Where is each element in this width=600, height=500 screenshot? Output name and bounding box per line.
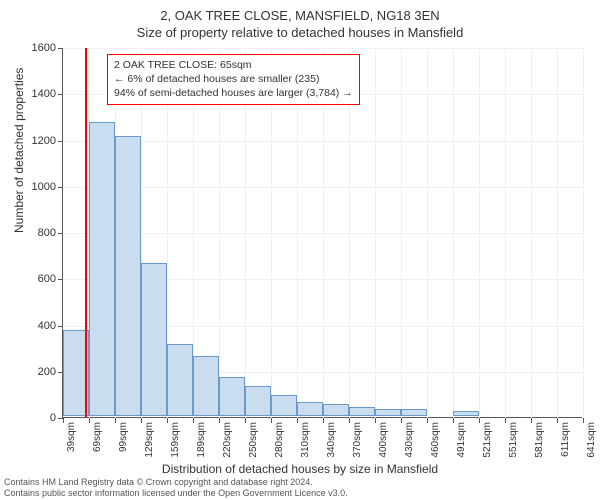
x-tick-mark: [323, 418, 324, 423]
info-box-line: 2 OAK TREE CLOSE: 65sqm: [114, 58, 353, 72]
histogram-bar: [219, 377, 245, 416]
x-tick-label: 189sqm: [196, 422, 207, 458]
y-tick-mark: [58, 141, 63, 142]
x-tick-mark: [453, 418, 454, 423]
gridline-v: [375, 48, 376, 418]
histogram-bar: [297, 402, 323, 416]
x-tick-label: 340sqm: [326, 422, 337, 458]
x-tick-label: 370sqm: [352, 422, 363, 458]
x-tick-mark: [479, 418, 480, 423]
histogram-bar: [375, 409, 401, 416]
x-tick-mark: [271, 418, 272, 423]
gridline-v: [427, 48, 428, 418]
y-tick-label: 1600: [16, 42, 56, 54]
x-tick-label: 69sqm: [92, 422, 103, 452]
info-box: 2 OAK TREE CLOSE: 65sqm← 6% of detached …: [107, 54, 360, 105]
y-tick-label: 400: [16, 320, 56, 332]
x-tick-label: 400sqm: [378, 422, 389, 458]
histogram-bar: [271, 395, 297, 416]
plot-region: 0200400600800100012001400160039sqm69sqm9…: [62, 48, 582, 418]
y-tick-label: 1000: [16, 181, 56, 193]
y-tick-label: 1400: [16, 88, 56, 100]
histogram-bar: [401, 409, 427, 416]
x-tick-mark: [219, 418, 220, 423]
y-tick-label: 200: [16, 366, 56, 378]
x-axis-label: Distribution of detached houses by size …: [0, 462, 600, 476]
x-tick-label: 250sqm: [248, 422, 259, 458]
y-tick-mark: [58, 233, 63, 234]
x-tick-label: 581sqm: [534, 422, 545, 458]
info-box-line: ← 6% of detached houses are smaller (235…: [114, 72, 353, 86]
x-tick-label: 310sqm: [300, 422, 311, 458]
y-tick-label: 600: [16, 273, 56, 285]
x-tick-mark: [193, 418, 194, 423]
footer-line1: Contains HM Land Registry data © Crown c…: [4, 477, 348, 487]
x-tick-mark: [427, 418, 428, 423]
gridline-v: [401, 48, 402, 418]
x-tick-mark: [349, 418, 350, 423]
histogram-bar: [115, 136, 141, 416]
x-tick-mark: [531, 418, 532, 423]
x-tick-label: 521sqm: [482, 422, 493, 458]
x-tick-label: 99sqm: [118, 422, 129, 452]
x-tick-label: 280sqm: [274, 422, 285, 458]
x-tick-label: 460sqm: [430, 422, 441, 458]
x-tick-mark: [401, 418, 402, 423]
gridline-v: [479, 48, 480, 418]
property-marker-line: [85, 48, 87, 417]
y-tick-label: 1200: [16, 135, 56, 147]
x-tick-label: 491sqm: [456, 422, 467, 458]
y-tick-mark: [58, 94, 63, 95]
x-tick-mark: [557, 418, 558, 423]
y-tick-mark: [58, 48, 63, 49]
histogram-bar: [89, 122, 115, 416]
y-tick-mark: [58, 187, 63, 188]
x-tick-label: 641sqm: [586, 422, 597, 458]
gridline-v: [557, 48, 558, 418]
histogram-bar: [141, 263, 167, 416]
x-tick-mark: [375, 418, 376, 423]
y-tick-label: 800: [16, 227, 56, 239]
histogram-bar: [349, 407, 375, 416]
x-tick-mark: [297, 418, 298, 423]
x-tick-mark: [167, 418, 168, 423]
x-tick-mark: [141, 418, 142, 423]
x-tick-mark: [245, 418, 246, 423]
gridline-v: [453, 48, 454, 418]
y-tick-mark: [58, 326, 63, 327]
x-tick-label: 129sqm: [144, 422, 155, 458]
chart-area: 0200400600800100012001400160039sqm69sqm9…: [62, 48, 582, 418]
x-tick-label: 159sqm: [170, 422, 181, 458]
y-tick-mark: [58, 279, 63, 280]
gridline-v: [583, 48, 584, 418]
chart-header: 2, OAK TREE CLOSE, MANSFIELD, NG18 3EN S…: [0, 0, 600, 40]
x-tick-label: 611sqm: [560, 422, 571, 457]
info-box-line: 94% of semi-detached houses are larger (…: [114, 86, 353, 100]
histogram-bar: [323, 404, 349, 416]
footer-attribution: Contains HM Land Registry data © Crown c…: [4, 477, 348, 498]
x-tick-label: 551sqm: [508, 422, 519, 458]
x-tick-label: 430sqm: [404, 422, 415, 458]
x-tick-mark: [583, 418, 584, 423]
histogram-bar: [167, 344, 193, 416]
footer-line2: Contains public sector information licen…: [4, 488, 348, 498]
x-tick-label: 220sqm: [222, 422, 233, 458]
x-tick-mark: [505, 418, 506, 423]
gridline-v: [531, 48, 532, 418]
x-tick-mark: [115, 418, 116, 423]
x-tick-mark: [63, 418, 64, 423]
title-address: 2, OAK TREE CLOSE, MANSFIELD, NG18 3EN: [0, 8, 600, 23]
histogram-bar: [193, 356, 219, 416]
histogram-bar: [245, 386, 271, 416]
x-tick-mark: [89, 418, 90, 423]
y-tick-label: 0: [16, 412, 56, 424]
x-tick-label: 39sqm: [66, 422, 77, 452]
title-subtitle: Size of property relative to detached ho…: [0, 25, 600, 40]
gridline-v: [505, 48, 506, 418]
histogram-bar: [453, 411, 479, 416]
